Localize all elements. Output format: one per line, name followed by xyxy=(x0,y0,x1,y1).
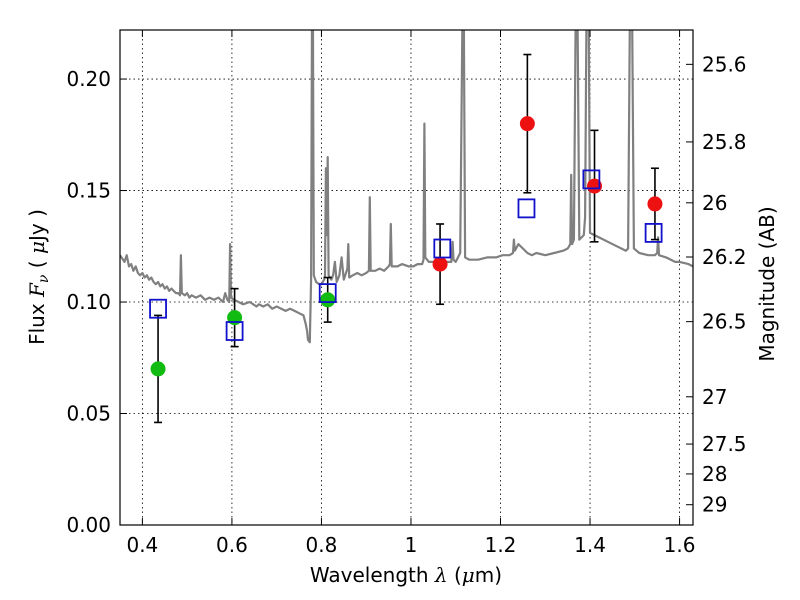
data-point-circle xyxy=(320,292,336,308)
x-tick-label: 1.2 xyxy=(485,533,517,557)
model-photometry-square xyxy=(433,238,452,259)
x-tick-label: 0.4 xyxy=(126,533,158,557)
model-photometry-square xyxy=(517,198,536,219)
grid-lines xyxy=(120,30,693,525)
model-photometry-square xyxy=(318,283,337,304)
x-axis-label: Wavelength λ (μm) xyxy=(310,563,502,587)
y2-tick-label: 25.6 xyxy=(702,52,747,76)
x-tick-label: 1.4 xyxy=(574,533,606,557)
x-tick-label: 0.6 xyxy=(216,533,248,557)
data-point-circle xyxy=(647,196,663,212)
y2-tick-label: 26.5 xyxy=(702,310,747,334)
data-point-circle xyxy=(432,256,448,272)
data-point-circle xyxy=(150,361,166,377)
y2-tick-label: 25.8 xyxy=(702,130,747,154)
y2-axis-label: Magnitude (AB) xyxy=(755,206,779,361)
y2-tick-label: 27 xyxy=(702,385,727,409)
model-photometry-square xyxy=(225,321,244,341)
y-tick-label: 0.20 xyxy=(66,67,111,91)
data-point-circle xyxy=(519,116,535,132)
y-axis-label: Flux Fν ( μJy ) xyxy=(25,209,52,345)
y-tick-label: 0.10 xyxy=(66,290,111,314)
y-tick-label: 0.15 xyxy=(66,179,111,203)
model-spectrum-layer xyxy=(120,30,693,344)
x-tick-label: 1 xyxy=(405,533,418,557)
y2-tick-label: 26 xyxy=(702,191,727,215)
y-tick-label: 0.00 xyxy=(66,513,111,537)
model-photometry-square xyxy=(149,298,167,319)
plot-frame xyxy=(119,29,694,526)
y2-tick-label: 28 xyxy=(702,462,727,486)
data-points-layer xyxy=(149,53,663,424)
y2-tick-label: 27.5 xyxy=(702,432,747,456)
y-tick-label: 0.05 xyxy=(66,402,111,426)
model-photometry-square xyxy=(644,223,663,243)
x-tick-label: 1.6 xyxy=(664,533,696,557)
model-photometry-square xyxy=(582,169,601,190)
axis-tick-labels: 0.4 0.6 0.8 1 1.2 1.4 1.6 0.00 0.05 0.10 0.15 0.20 2… xyxy=(66,52,746,557)
data-point-circle xyxy=(587,178,603,194)
model-spectrum-line xyxy=(120,30,693,344)
x-tick-label: 0.8 xyxy=(306,533,338,557)
axis-ticks xyxy=(120,30,693,526)
y2-tick-label: 26.2 xyxy=(702,245,747,269)
y2-tick-label: 29 xyxy=(702,493,727,517)
